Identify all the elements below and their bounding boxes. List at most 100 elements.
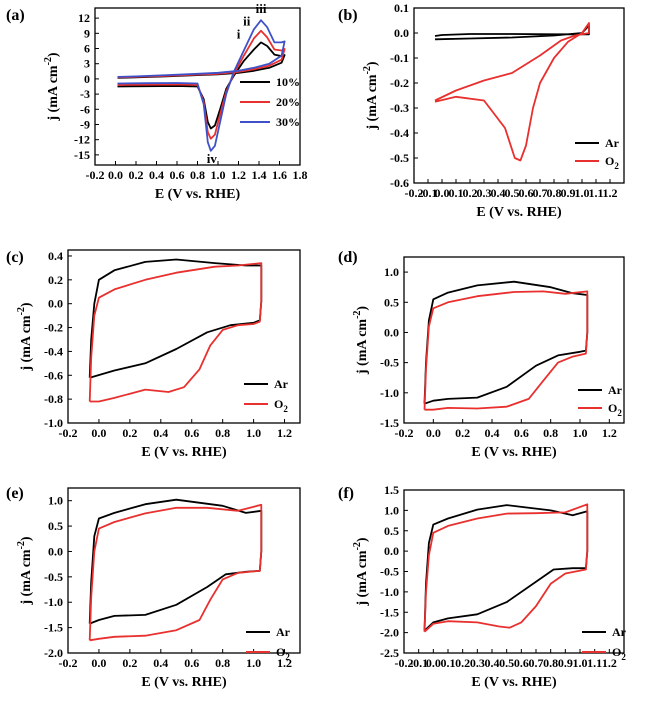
y-axis-label: j (mA cm-2) <box>43 52 61 122</box>
series-line-ar <box>434 24 590 41</box>
x-tick-label: 1.0 <box>575 186 590 200</box>
y-tick-label: -1.0 <box>380 585 399 599</box>
y-tick-label: -0.6 <box>390 176 409 190</box>
x-tick-label: -0.2 <box>86 168 105 182</box>
panel-d: -0.2 0.0 0.2 0.4 0.6 0.8 1.0 1.2 -1.5 -1.0 -0.5 0.0… <box>338 249 625 460</box>
x-tick-label: 0.0 <box>108 168 123 182</box>
x-tick-label: 1.0 <box>573 656 588 670</box>
peak-annotation: iv <box>207 151 218 166</box>
y-tick-label: 0.0 <box>48 297 63 311</box>
x-tick-label: 0.0 <box>91 656 106 670</box>
y-tick-label: 1.0 <box>48 494 63 508</box>
x-tick-label: 0.6 <box>170 168 185 182</box>
y-tick-label: 9 <box>84 26 90 40</box>
x-tick-label: 0.6 <box>514 426 529 440</box>
y-tick-label: 0.0 <box>384 544 399 558</box>
y-tick-label: 0.0 <box>48 544 63 558</box>
y-tick-label: 1.0 <box>384 503 399 517</box>
series-line-ar <box>423 280 589 405</box>
y-tick-label: -0.2 <box>390 76 409 90</box>
y-tick-label: -0.6 <box>44 368 63 382</box>
y-tick-label: -0.2 <box>44 321 63 335</box>
x-tick-label: 0.0 <box>435 186 450 200</box>
x-tick-label: -0.2 <box>395 656 414 670</box>
y-tick-label: 12 <box>78 11 90 25</box>
x-tick-label: 0.8 <box>215 426 230 440</box>
y-tick-label: 0.2 <box>48 273 63 287</box>
x-tick-label: 0.4 <box>485 426 500 440</box>
legend-subscript: 2 <box>283 404 288 414</box>
legend-subscript: 2 <box>621 652 626 662</box>
x-tick-label: 1.4 <box>252 168 267 182</box>
legend-label: Ar <box>605 136 620 150</box>
x-tick-label: 0.2 <box>122 426 137 440</box>
series-line-o2 <box>88 503 263 642</box>
y-tick-label: -2.5 <box>380 646 399 660</box>
y-tick-label: 0.5 <box>384 295 399 309</box>
x-tick-label: 0.4 <box>149 168 164 182</box>
x-axis-label: E (V vs. RHE) <box>155 187 241 202</box>
legend-subscript: 2 <box>614 161 619 171</box>
legend-label: 10% <box>276 75 300 89</box>
x-tick-label: 1.1 <box>587 656 602 670</box>
y-tick-label: -0.3 <box>390 101 409 115</box>
x-tick-label: 0.3 <box>470 656 485 670</box>
x-tick-label: 1.2 <box>603 186 618 200</box>
series-line-30pct <box>117 19 286 152</box>
x-tick-label: 0.6 <box>184 656 199 670</box>
y-tick-label: 0 <box>84 72 90 86</box>
y-tick-label: 1.5 <box>384 483 399 497</box>
legend-label: O2 <box>274 397 288 414</box>
y-tick-label: -0.4 <box>390 126 409 140</box>
x-tick-label: 0.4 <box>153 656 168 670</box>
x-tick-label: 0.0 <box>426 426 441 440</box>
legend-label: 20% <box>276 95 300 109</box>
y-tick-label: 0.0 <box>384 325 399 339</box>
x-tick-label: 1.2 <box>602 426 617 440</box>
x-tick-label: 0.1 <box>441 656 456 670</box>
y-tick-label: -0.8 <box>44 392 63 406</box>
x-tick-label: 0.2 <box>455 656 470 670</box>
y-tick-label: -3 <box>80 87 90 101</box>
legend-subscript: 2 <box>285 652 290 662</box>
y-tick-label: -2.0 <box>44 646 63 660</box>
peak-annotation: ii <box>243 14 251 29</box>
plot-frame <box>413 7 625 184</box>
x-tick-label: 0.4 <box>485 656 500 670</box>
series-line-o2 <box>423 290 589 411</box>
y-tick-label: -1.0 <box>380 386 399 400</box>
panel-label: (b) <box>338 7 358 24</box>
y-tick-label: -0.5 <box>380 565 399 579</box>
y-tick-label: 6 <box>84 42 90 56</box>
x-tick-label: 1.2 <box>231 168 246 182</box>
y-tick-label: -12 <box>74 133 90 147</box>
y-axis-label: j (mA cm-2) <box>16 302 34 372</box>
x-tick-label: 1.0 <box>573 426 588 440</box>
x-tick-label: 0.6 <box>184 426 199 440</box>
x-tick-label: 0.6 <box>514 656 529 670</box>
x-tick-label: 1.1 <box>589 186 604 200</box>
x-tick-label: 0.8 <box>215 656 230 670</box>
x-tick-label: 0.4 <box>153 426 168 440</box>
x-tick-label: 0.7 <box>529 656 544 670</box>
panel-b: -0.2-0.10.0 0.1 0.2 0.3 0.4 0.5 0.6 0.7 0.8 0.9 1.… <box>338 1 625 220</box>
x-tick-label: 0.9 <box>558 656 573 670</box>
series-line-o2 <box>434 22 590 162</box>
x-tick-label: 0.5 <box>499 656 514 670</box>
y-tick-label: -0.4 <box>44 344 63 358</box>
x-tick-label: 0.6 <box>519 186 534 200</box>
x-tick-label: 1.0 <box>246 656 261 670</box>
plot-frame <box>67 249 301 424</box>
y-tick-label: -0.5 <box>44 570 63 584</box>
y-tick-label: 0.5 <box>48 519 63 533</box>
y-tick-label: -9 <box>80 117 90 131</box>
plot-frame <box>403 256 625 424</box>
y-tick-label: 0.4 <box>48 249 63 263</box>
x-tick-label: 0.8 <box>543 426 558 440</box>
y-tick-label: -15 <box>74 148 90 162</box>
x-tick-label: 0.2 <box>463 186 478 200</box>
series-line-o2 <box>423 503 589 633</box>
x-tick-label: 0.9 <box>561 186 576 200</box>
x-tick-label: 0.2 <box>455 426 470 440</box>
series-line-ar <box>88 258 263 379</box>
